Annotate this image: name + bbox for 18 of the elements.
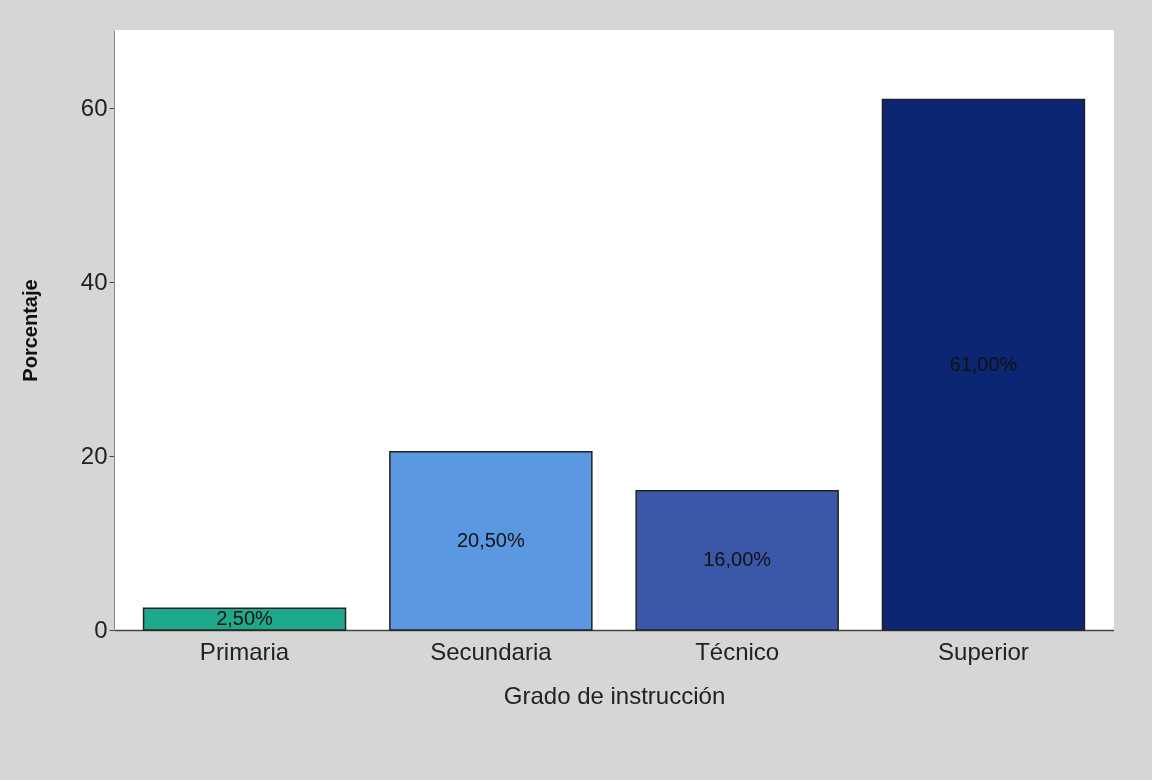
y-tick-label: 60 bbox=[80, 93, 108, 121]
data-label: 2,50% bbox=[216, 607, 274, 630]
x-axis-title: Grado de instrucción bbox=[503, 681, 726, 709]
bar bbox=[389, 450, 593, 631]
data-label: 20,50% bbox=[456, 528, 525, 551]
y-axis-title: Porcentaje bbox=[18, 279, 41, 382]
y-tick-label: 40 bbox=[80, 267, 108, 295]
y-tick-label: 20 bbox=[80, 441, 108, 469]
x-tick-label: Primaria bbox=[199, 637, 290, 665]
y-tick-label: 0 bbox=[94, 615, 108, 643]
bar bbox=[635, 490, 839, 631]
bar bbox=[881, 98, 1086, 631]
x-tick-label: Secundaria bbox=[430, 637, 553, 665]
x-tick-label: Técnico bbox=[695, 637, 780, 665]
data-label: 16,00% bbox=[703, 548, 772, 571]
bar bbox=[142, 607, 347, 631]
x-tick-label: Superior bbox=[938, 637, 1029, 665]
data-label: 61,00% bbox=[949, 352, 1018, 375]
